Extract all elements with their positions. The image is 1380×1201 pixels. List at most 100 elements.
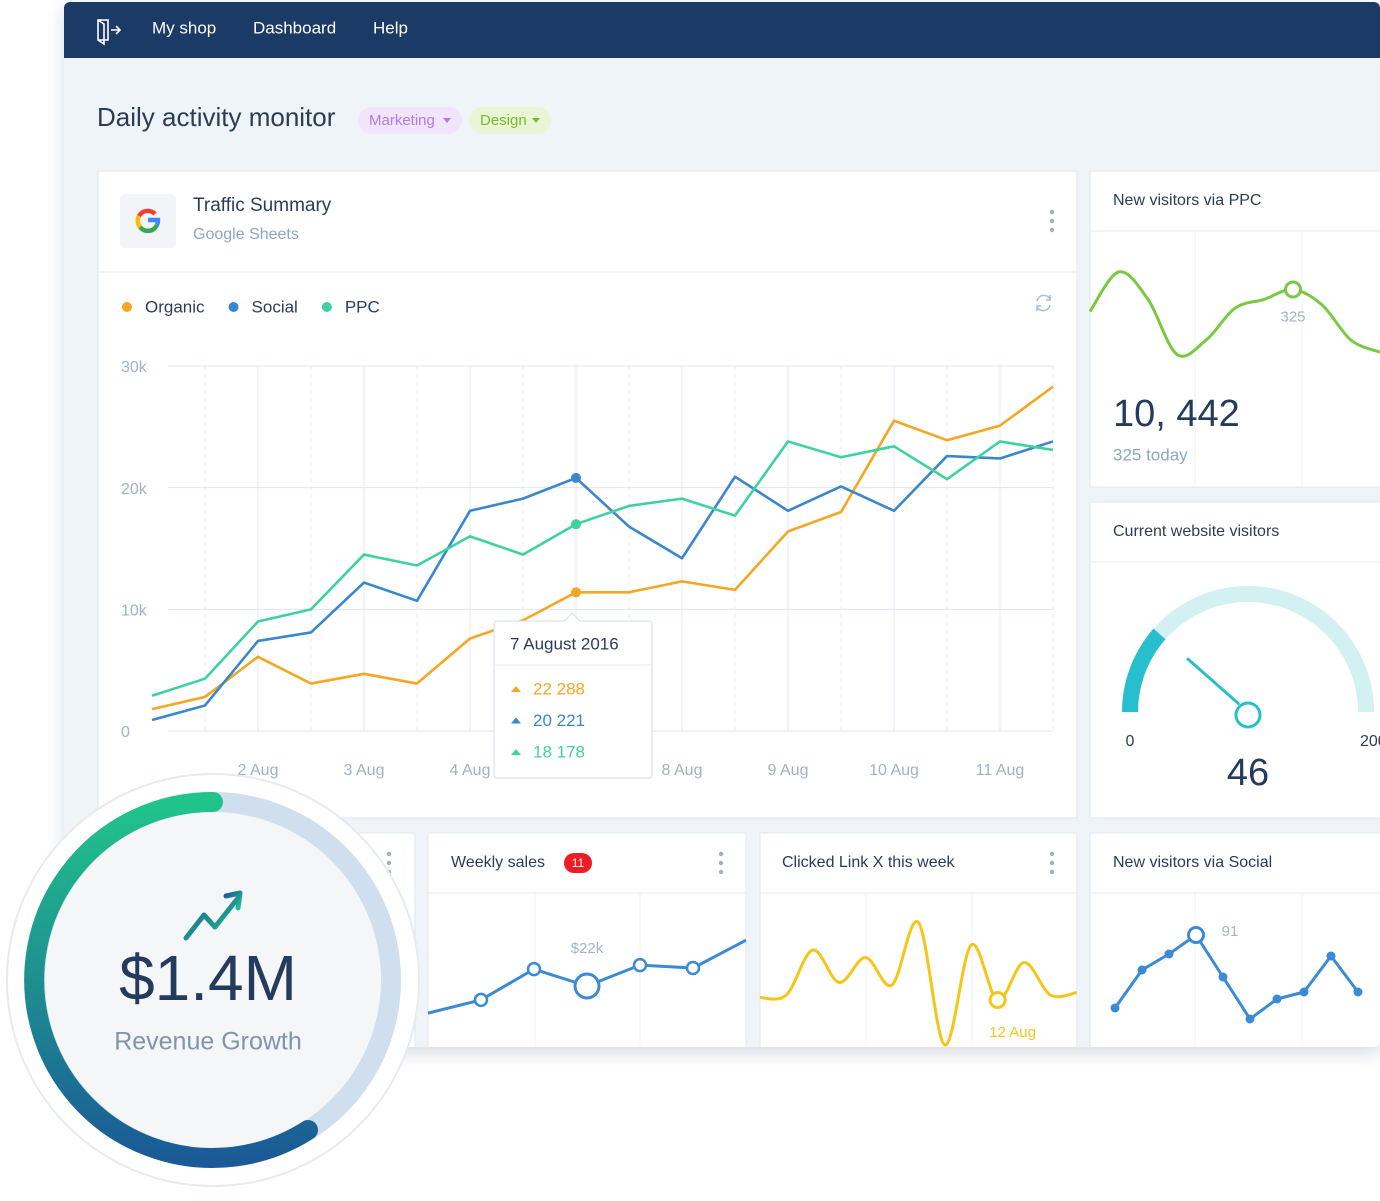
tooltip-notch — [563, 612, 581, 622]
point — [1353, 987, 1363, 997]
tag-pill[interactable] — [358, 107, 462, 134]
tag[interactable]: Design — [480, 112, 527, 129]
kpi-value: 10, 442 — [1113, 393, 1240, 435]
point — [685, 960, 701, 976]
gauge-tick-label: 0 — [1126, 733, 1135, 750]
point-label: 325 — [1280, 308, 1305, 325]
nav-item[interactable]: My shop — [152, 18, 216, 37]
hover-point — [571, 472, 581, 483]
gauge: 0 200 46 — [1122, 586, 1380, 794]
y-tick-label: 0 — [121, 724, 130, 741]
badge-inner — [45, 812, 381, 1148]
tooltip-marker — [511, 686, 521, 692]
logout-icon[interactable] — [97, 19, 122, 46]
point — [1299, 987, 1309, 997]
point — [473, 992, 489, 1008]
point — [1164, 949, 1174, 959]
menu-dots[interactable] — [1049, 851, 1055, 875]
tag-pill[interactable] — [469, 107, 551, 134]
revenue-widget: $1.4M Revenue Growth — [6, 773, 420, 1187]
tag[interactable]: Marketing — [369, 112, 435, 129]
window-content: My shop Dashboard Help Daily activity mo… — [64, 2, 1380, 1047]
point-label: $22k — [571, 940, 604, 957]
traffic-chart: 0 10k 20k 30k 2 Aug 3 Aug 4 Aug 8 Aug 9 Aug 10 Au… — [121, 297, 1054, 779]
y-tick-label: 10k — [121, 603, 148, 620]
card-title: Traffic Summary — [193, 195, 332, 216]
point — [632, 957, 648, 973]
point — [1326, 951, 1336, 961]
point — [1218, 972, 1228, 982]
sparkline — [759, 920, 1078, 1047]
x-tick-label: 3 Aug — [344, 762, 385, 779]
gauge-needle — [1186, 657, 1240, 705]
point-label: 91 — [1222, 923, 1239, 940]
refresh-icon[interactable] — [1036, 294, 1051, 312]
y-tick-label: 30k — [121, 359, 148, 376]
nav-item[interactable]: Help — [373, 18, 408, 37]
card-subtitle: Google Sheets — [193, 226, 299, 243]
hover-point — [571, 519, 581, 530]
caret — [443, 118, 451, 123]
trend-icon — [183, 890, 243, 941]
highlight-point — [573, 972, 601, 1000]
ring-progress — [24, 791, 318, 1168]
card — [1089, 832, 1380, 1047]
series-line — [151, 385, 1054, 711]
tooltip-marker — [511, 717, 521, 724]
card-title: Weekly sales — [451, 854, 545, 871]
social-sparkline: 91 — [1110, 923, 1363, 1024]
gauge-tick-label: 200 — [1360, 733, 1380, 750]
x-tick-label: 8 Aug — [662, 762, 703, 779]
point — [1272, 994, 1282, 1004]
tooltip-title: 7 August 2016 — [510, 634, 619, 653]
card — [1089, 170, 1380, 488]
nav-item[interactable]: Dashboard — [253, 18, 336, 37]
legend-swatch — [321, 302, 332, 312]
legend-label: PPC — [345, 297, 380, 316]
menu-dots[interactable] — [1049, 209, 1055, 233]
sparkline — [1088, 270, 1380, 358]
highlight-point — [1187, 926, 1205, 944]
x-tick-label: 9 Aug — [768, 762, 809, 779]
point-label: 12 Aug — [989, 1024, 1036, 1041]
x-tick-label: 4 Aug — [450, 762, 491, 779]
nav-bar — [64, 2, 1380, 58]
tooltip-value: 22 288 — [533, 679, 585, 698]
legend-swatch — [228, 302, 239, 312]
badge — [564, 853, 592, 873]
highlight-point — [988, 991, 1007, 1009]
card-title: Current website visitors — [1113, 523, 1279, 540]
legend-label: Social — [252, 297, 298, 316]
card-title: New visitors via Social — [1113, 854, 1272, 871]
x-tick-label: 11 Aug — [976, 762, 1025, 779]
card-title: New visitors via PPC — [1113, 192, 1261, 209]
series-line — [151, 440, 1054, 722]
point — [1137, 965, 1147, 975]
tooltip-marker — [511, 749, 521, 755]
clicks-sparkline: 12 Aug — [759, 920, 1078, 1047]
x-tick-label: 10 Aug — [869, 762, 919, 779]
google-logo — [135, 208, 161, 234]
card — [759, 832, 1078, 1047]
menu-dots[interactable] — [718, 851, 724, 875]
card-title: Clicked Link X this week — [782, 854, 956, 871]
hover-point — [571, 587, 581, 598]
sparkline — [1113, 933, 1360, 1021]
tooltip-value: 20 221 — [533, 711, 585, 730]
ppc-sparkline: 325 — [1088, 270, 1380, 358]
caret — [532, 118, 540, 123]
tooltip-value: 18 178 — [533, 742, 585, 761]
badge-count: 11 — [572, 856, 585, 870]
kpi-caption: 325 today — [1113, 445, 1188, 464]
page-title: Daily activity monitor — [97, 102, 336, 132]
x-tick-label: 2 Aug — [238, 762, 279, 779]
revenue-label: Revenue Growth — [114, 1028, 302, 1056]
gauge-value — [1122, 628, 1166, 713]
legend-swatch — [122, 302, 132, 312]
legend-label: Organic — [145, 297, 205, 316]
sales-sparkline: $22k — [427, 938, 747, 1015]
highlight-point — [1284, 280, 1302, 299]
gauge-hub — [1234, 701, 1262, 729]
